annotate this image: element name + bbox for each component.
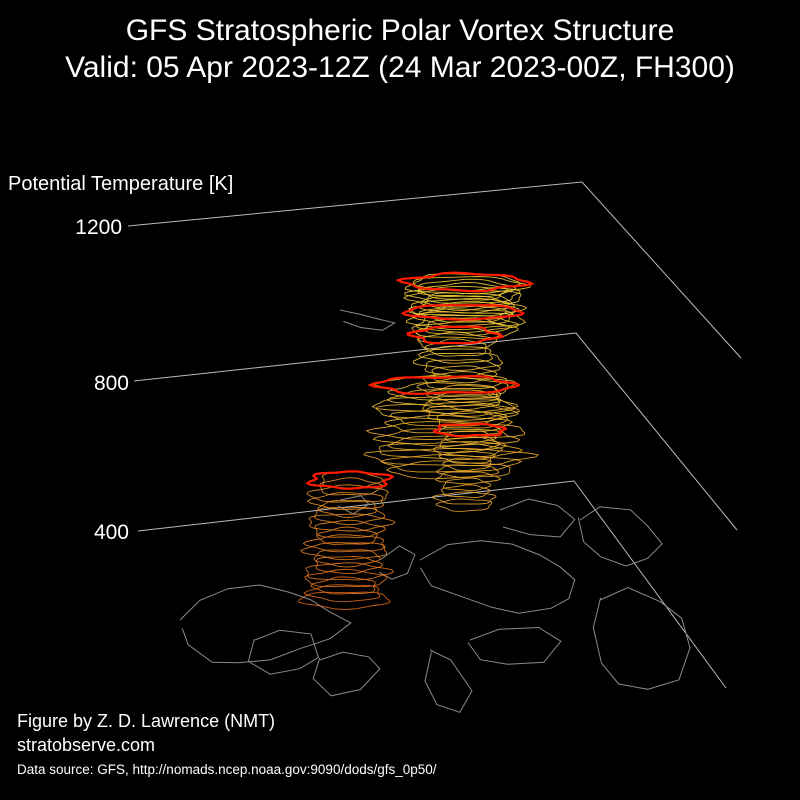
- vortex-contour-ring: [442, 477, 492, 492]
- vortex-edge-contour: [406, 325, 504, 345]
- vortex-contour-ring: [439, 436, 501, 451]
- vortex-contour-ring: [419, 292, 513, 311]
- vortex-contour-ring: [316, 526, 379, 545]
- vortex-contour-ring: [303, 584, 381, 603]
- vortex-contour-ring: [304, 568, 388, 588]
- vortex-contour-ring: [404, 285, 521, 304]
- vortex-contour-ring: [378, 441, 523, 461]
- vortex-contour-ring: [416, 377, 509, 396]
- vortex-contour-ring: [385, 460, 511, 480]
- vortex-contour-ring: [432, 443, 504, 457]
- vortex-contour-ring: [419, 295, 515, 314]
- vortex-edge-contour: [432, 422, 508, 438]
- data-source: Data source: GFS, http://nomads.ncep.noa…: [17, 762, 437, 777]
- vortex-contour-ring: [415, 315, 520, 333]
- coastline-segment: [577, 506, 663, 567]
- vortex-contour-ring: [314, 519, 386, 538]
- coastline-segment: [424, 649, 473, 713]
- z-tick-label-800: 800: [93, 372, 129, 395]
- vortex-contour-ring: [318, 477, 383, 496]
- figure-credit: Figure by Z. D. Lawrence (NMT): [17, 711, 276, 731]
- vortex-contour-ring: [310, 576, 376, 595]
- z-tick-label-400: 400: [93, 521, 129, 544]
- coastline-segment: [339, 309, 397, 331]
- vortex-contour-ring: [423, 338, 487, 357]
- chart-subtitle: Valid: 05 Apr 2023-12Z (24 Mar 2023-00Z,…: [65, 51, 735, 84]
- vortex-contour-ring: [444, 430, 497, 444]
- vortex-contour-ring: [306, 492, 385, 511]
- vortex-contour-ring: [416, 331, 498, 350]
- theta-plane-400: [137, 480, 727, 689]
- vortex-contour-ring: [308, 513, 396, 532]
- vortex-contour-ring: [440, 484, 491, 498]
- vortex-contour-ring: [405, 311, 527, 331]
- vortex-contour-ring: [435, 471, 502, 485]
- coastline-segment: [378, 545, 416, 580]
- z-tick-label-1200: 1200: [75, 216, 122, 239]
- vortex-contour-ring: [298, 591, 391, 610]
- vortex-contour-ring: [313, 506, 386, 526]
- coastline-segment: [499, 498, 576, 538]
- vortex-contour-ring: [379, 454, 523, 473]
- vortex-contour-ring: [317, 499, 378, 518]
- vortex-contour-ring: [313, 549, 381, 568]
- coastline-segment: [312, 651, 381, 697]
- vortex-contour-ring: [387, 382, 502, 401]
- vortex-edge-contour: [367, 374, 521, 396]
- vortex-edge-contour: [400, 304, 526, 321]
- theta-plane-800: [133, 332, 738, 531]
- vortex-isosurface: [298, 271, 540, 610]
- vortex-contour-ring: [436, 464, 500, 478]
- vortex-contour-ring: [442, 457, 492, 472]
- coastline-segment: [592, 587, 691, 690]
- z-axis-label: Potential Temperature [K]: [8, 173, 234, 195]
- theta-level-planes: [127, 181, 742, 689]
- coastline-segment: [179, 584, 352, 664]
- vortex-contour-ring: [305, 562, 394, 581]
- theta-plane-1200: [127, 181, 742, 359]
- vortex-contour-ring: [431, 365, 498, 384]
- vortex-edge-contour: [395, 271, 535, 293]
- vortex-contour-ring: [300, 542, 388, 561]
- chart-title: GFS Stratospheric Polar Vortex Structure: [125, 14, 675, 47]
- vortex-contour-ring: [363, 447, 540, 467]
- vortex-contour-ring: [302, 534, 385, 553]
- vortex-contour-ring: [417, 345, 494, 364]
- coastline-map: [179, 309, 691, 713]
- vortex-contour-ring: [435, 498, 493, 512]
- vortex-contour-ring: [389, 408, 508, 427]
- vortex-contour-ring: [376, 401, 521, 421]
- coastline-segment: [467, 626, 562, 665]
- vortex-contour-ring: [424, 359, 501, 378]
- coastline-segment: [247, 629, 319, 675]
- vortex-contour-ring: [436, 410, 509, 429]
- vortex-contour-ring: [438, 450, 496, 464]
- vortex-edge-contour: [305, 470, 395, 490]
- vortex-contour-ring: [411, 308, 514, 327]
- vortex-contour-ring: [386, 389, 503, 408]
- vortex-contour-ring: [418, 282, 509, 301]
- coastline-segment: [337, 495, 370, 515]
- coastline-segment: [419, 540, 576, 614]
- website-credit: stratobserve.com: [17, 735, 156, 755]
- vortex-contour-ring: [422, 371, 508, 390]
- vortex-contour-ring: [431, 491, 497, 505]
